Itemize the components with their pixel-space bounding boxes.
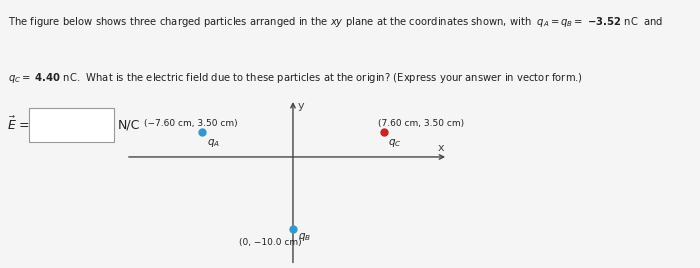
Text: $q_C =$ $\mathbf{4.40}$ nC.  What is the electric field due to these particles a: $q_C =$ $\mathbf{4.40}$ nC. What is the … [8,71,583,85]
Text: $q_B$: $q_B$ [298,231,311,243]
Text: (7.60 cm, 3.50 cm): (7.60 cm, 3.50 cm) [377,119,464,128]
Text: N/C: N/C [118,118,140,131]
Text: $q_A$: $q_A$ [207,137,220,149]
Text: The figure below shows three charged particles arranged in the $xy$ plane at the: The figure below shows three charged par… [8,15,664,29]
FancyBboxPatch shape [29,108,113,143]
Text: $\vec{E}$ =: $\vec{E}$ = [7,116,30,133]
Text: y: y [298,101,304,111]
Text: (−7.60 cm, 3.50 cm): (−7.60 cm, 3.50 cm) [144,119,237,128]
Text: x: x [438,143,444,153]
Text: (0, −10.0 cm): (0, −10.0 cm) [239,238,302,247]
Text: $q_C$: $q_C$ [389,137,402,149]
